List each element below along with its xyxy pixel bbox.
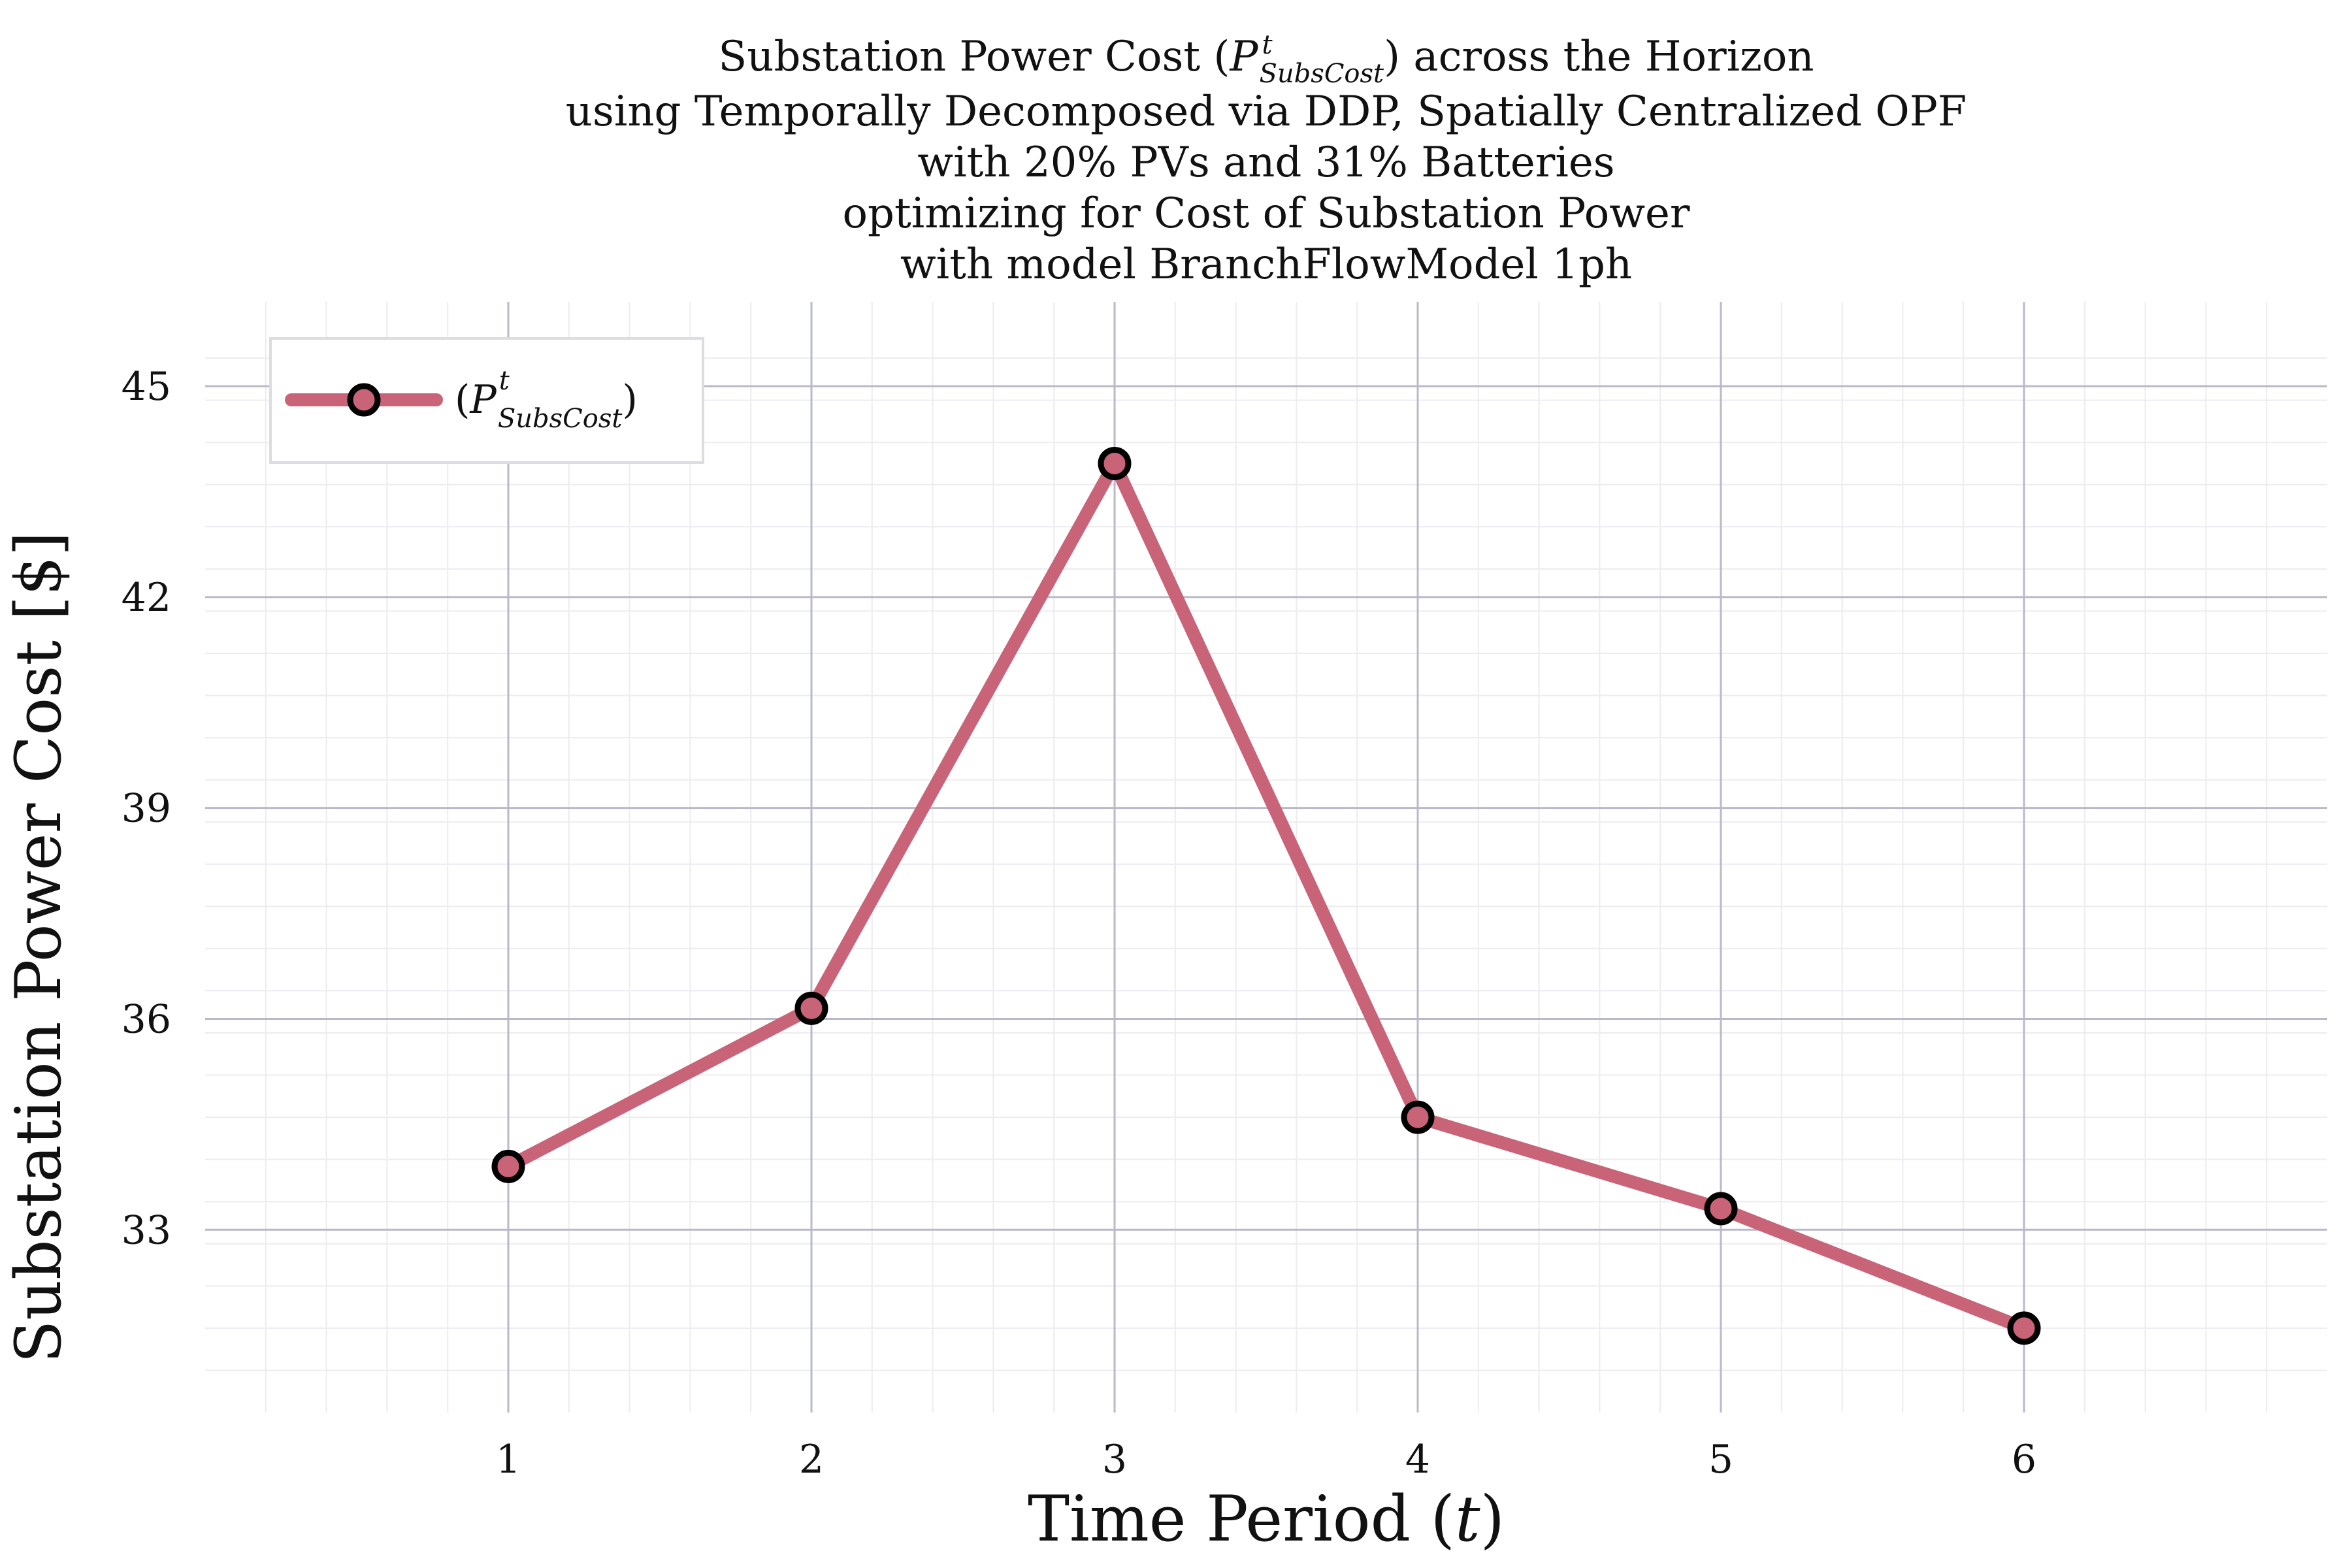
x-tick-label: 5 xyxy=(1708,1437,1733,1482)
x-tick-label: 2 xyxy=(799,1437,824,1482)
x-tick-label: 3 xyxy=(1102,1437,1127,1482)
data-point xyxy=(1704,1192,1738,1226)
y-tick-label: 36 xyxy=(122,996,171,1042)
title-line-1: Substation Power Cost (P t SubsCost) acros… xyxy=(718,30,1814,89)
title-line-4: optimizing for Cost of Substation Power xyxy=(843,189,1690,238)
legend: (P t SubsCost) xyxy=(269,337,704,464)
title-line-5: with model BranchFlowModel 1ph xyxy=(900,240,1632,289)
x-tick-label: 4 xyxy=(1405,1437,1430,1482)
major-gridlines xyxy=(205,302,2327,1413)
legend-label: (P t SubsCost) xyxy=(455,366,638,434)
y-axis-label: Substation Power Cost [$] xyxy=(2,531,75,1363)
x-axis-label: Time Period (t) xyxy=(1028,1482,1505,1556)
y-tick-label: 45 xyxy=(122,364,171,410)
series-line xyxy=(502,457,2031,1335)
data-point xyxy=(2007,1311,2041,1345)
data-point xyxy=(491,1149,525,1183)
legend-marker-swatch xyxy=(347,383,381,417)
y-tick-label: 33 xyxy=(122,1207,171,1253)
chart-title: Substation Power Cost (P t SubsCost) acros… xyxy=(566,30,1967,289)
minor-gridlines xyxy=(205,302,2327,1413)
title-line-3: with 20% PVs and 31% Batteries xyxy=(917,139,1614,187)
y-tick-label: 42 xyxy=(122,575,171,621)
data-point xyxy=(1098,446,1132,480)
title-line-2: using Temporally Decomposed via DDP, Spa… xyxy=(566,88,1967,136)
data-point xyxy=(1401,1100,1435,1134)
x-tick-label: 1 xyxy=(496,1437,521,1482)
series-layer xyxy=(491,446,2041,1345)
y-tick-label: 39 xyxy=(122,786,171,832)
x-tick-label: 6 xyxy=(2012,1437,2036,1482)
y-tick-labels: 33 36 39 42 45 xyxy=(122,364,171,1253)
x-tick-labels: 1 2 3 4 5 6 xyxy=(496,1437,2036,1482)
data-point xyxy=(794,991,828,1025)
